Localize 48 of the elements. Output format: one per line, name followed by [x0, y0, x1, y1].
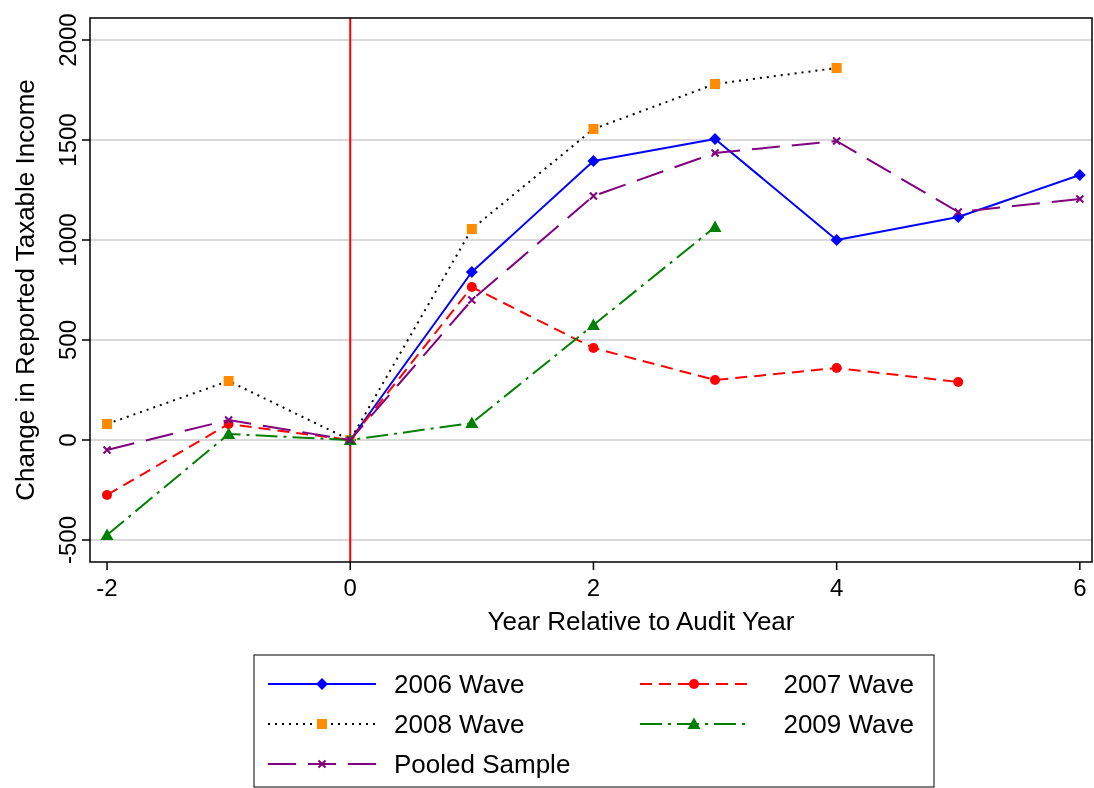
- point: [588, 124, 599, 134]
- point: [466, 282, 477, 292]
- point: [466, 224, 477, 234]
- point: [710, 148, 720, 158]
- point: [710, 375, 721, 385]
- y-tick-label: 1500: [54, 113, 81, 167]
- point: [709, 133, 722, 145]
- x-tick-label: 6: [1073, 574, 1087, 601]
- point: [1073, 169, 1086, 181]
- legend-label: 2007 Wave: [783, 669, 914, 699]
- point: [710, 79, 721, 89]
- point: [588, 191, 598, 201]
- x-tick-label: -2: [96, 574, 118, 601]
- point: [588, 343, 599, 353]
- y-tick-label: 500: [54, 319, 81, 361]
- point: [953, 377, 964, 387]
- point: [102, 419, 113, 429]
- y-tick-label: 2000: [54, 13, 81, 67]
- point: [223, 376, 234, 386]
- point: [100, 528, 114, 540]
- point: [830, 234, 843, 246]
- legend-label: 2009 Wave: [783, 709, 914, 739]
- y-axis-title: Change in Reported Taxable Income: [10, 79, 40, 501]
- x-axis-title: Year Relative to Audit Year: [487, 606, 795, 636]
- point: [953, 207, 963, 217]
- point: [465, 266, 478, 278]
- point: [831, 363, 842, 373]
- legend-label: 2008 Wave: [394, 709, 525, 739]
- legend-label: Pooled Sample: [394, 749, 571, 779]
- point: [708, 220, 722, 232]
- point: [832, 136, 842, 146]
- y-tick-label: 0: [54, 433, 81, 447]
- point: [831, 63, 842, 73]
- legend-label: 2006 Wave: [394, 669, 525, 699]
- point: [587, 155, 600, 167]
- point: [102, 445, 112, 455]
- point: [102, 490, 113, 500]
- y-tick-label: 1000: [54, 213, 81, 267]
- y-tick-label: -500: [54, 515, 81, 565]
- x-tick-label: 2: [586, 574, 601, 601]
- point: [222, 427, 236, 439]
- x-tick-label: 0: [343, 574, 357, 601]
- point: [586, 318, 600, 330]
- point: [467, 295, 477, 305]
- x-tick-label: 4: [829, 574, 844, 601]
- point: [465, 416, 479, 428]
- point: [1075, 194, 1085, 204]
- point: [224, 415, 234, 425]
